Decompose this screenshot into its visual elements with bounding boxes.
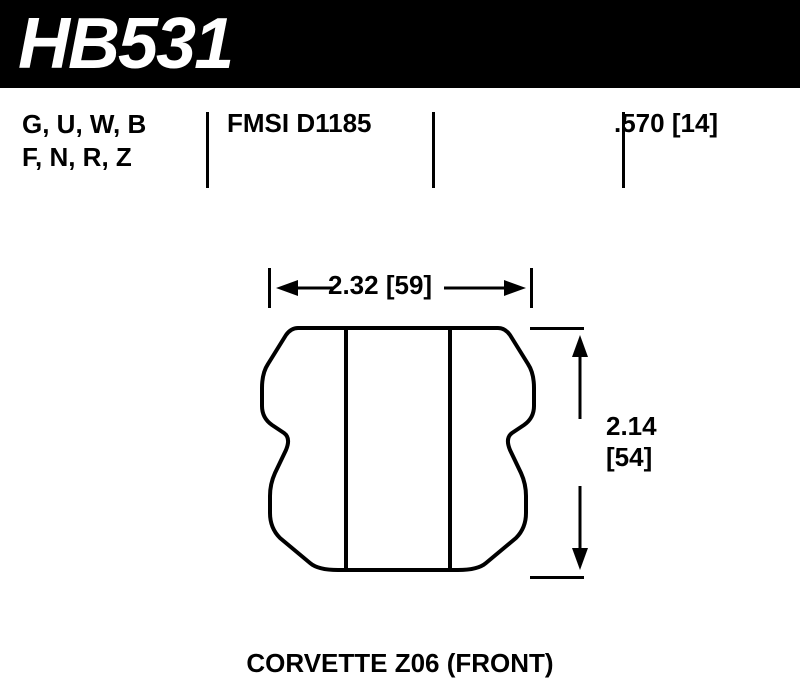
height-dimension: 2.14 [54] (530, 313, 730, 653)
height-mm: [54] (606, 442, 657, 473)
separator-2 (432, 112, 435, 188)
compound-codes: G, U, W, B F, N, R, Z (22, 108, 192, 173)
arrow-right-icon (444, 278, 526, 298)
codes-line-2: F, N, R, Z (22, 141, 192, 174)
width-extent-left (268, 268, 271, 308)
separator-1 (206, 112, 209, 188)
page: HB531 G, U, W, B F, N, R, Z FMSI D1185 .… (0, 0, 800, 691)
codes-line-1: G, U, W, B (22, 108, 192, 141)
height-extent-top (530, 327, 584, 330)
part-number: HB531 (18, 3, 232, 85)
width-dimension: 2.32 [59] (200, 258, 600, 318)
height-label: 2.14 [54] (606, 411, 657, 473)
width-label: 2.32 [59] (328, 270, 432, 301)
arrow-up-icon (570, 335, 590, 419)
pad-outline (262, 328, 534, 570)
part-header: HB531 (0, 0, 800, 88)
diagram-body: G, U, W, B F, N, R, Z FMSI D1185 .570 [1… (0, 88, 800, 691)
brake-pad-shape (258, 318, 538, 578)
application-caption: CORVETTE Z06 (FRONT) (0, 648, 800, 679)
width-extent-right (530, 268, 533, 308)
arrow-left-icon (276, 278, 334, 298)
height-inches: 2.14 (606, 411, 657, 442)
fmsi-code: FMSI D1185 (227, 108, 437, 139)
info-row: G, U, W, B F, N, R, Z FMSI D1185 .570 [1… (22, 108, 778, 188)
height-extent-bottom (530, 576, 584, 579)
separator-3 (622, 112, 625, 188)
thickness-value: .570 [14] (614, 108, 778, 139)
arrow-down-icon (570, 486, 590, 570)
